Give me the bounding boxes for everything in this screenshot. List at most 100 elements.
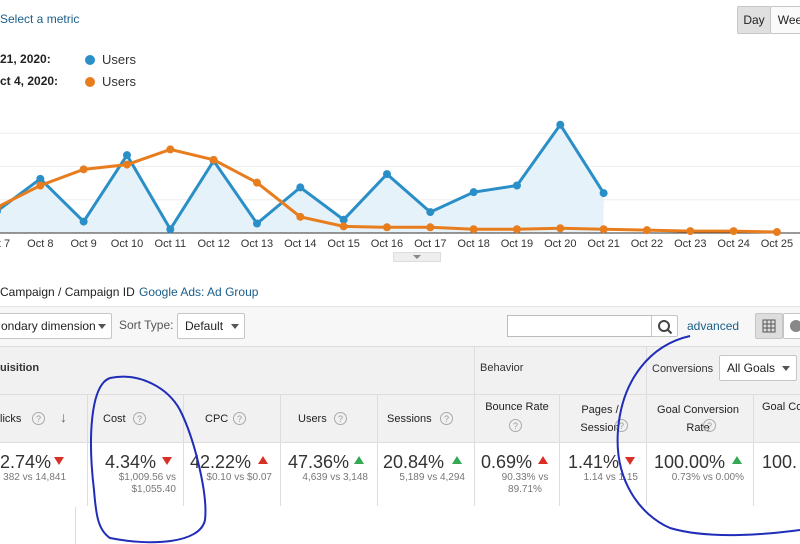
data-point <box>122 151 131 160</box>
x-axis-tick-label: Oct 20 <box>544 238 577 250</box>
row-divider <box>75 507 76 544</box>
col-header-goal-completions[interactable]: Goal Co <box>762 401 800 413</box>
series-area-fill <box>0 124 604 233</box>
legend-series-1: Users <box>102 52 136 67</box>
data-point <box>469 225 478 234</box>
trend-up-green-icon <box>354 456 364 464</box>
advanced-link[interactable]: advanced <box>687 319 740 333</box>
legend-date-1: 21, 2020: <box>0 52 51 66</box>
data-point <box>0 204 1 210</box>
sort-arrow-down-icon[interactable]: ↓ <box>60 409 67 425</box>
dropdown-arrow-icon <box>782 366 790 371</box>
trend-down-red-icon <box>625 457 635 465</box>
goals-select-value: All Goals <box>727 361 776 375</box>
group-header-row <box>0 346 800 395</box>
col-header-cost[interactable]: Cost <box>103 413 126 425</box>
help-icon[interactable]: ? <box>233 412 246 425</box>
trend-up-green-icon <box>732 456 742 464</box>
cpc-change: 42.22% <box>190 452 252 472</box>
data-point <box>426 208 435 217</box>
cpc-compare: $0.10 vs $0.07 <box>206 472 272 483</box>
x-axis-tick-label: Oct 13 <box>240 238 274 250</box>
col-header-cpc[interactable]: CPC <box>205 413 229 425</box>
data-point <box>252 178 261 187</box>
x-axis-tick-label: Oct 15 <box>327 238 360 250</box>
data-point <box>382 223 391 232</box>
data-point <box>296 212 305 221</box>
x-axis-tick-label: Oct 7 <box>0 238 11 250</box>
col-header-bounce-rate[interactable]: Bounce Rate <box>485 401 549 413</box>
col-header-pages-session[interactable]: Pages / Session <box>580 404 620 434</box>
goal-completions-change: 100. <box>762 452 798 472</box>
trend-down-red-icon <box>54 457 64 465</box>
goal-conversion-rate-compare: 0.73% vs 0.00% <box>671 472 744 483</box>
goals-select[interactable]: All Goals <box>719 355 797 381</box>
data-point <box>79 165 88 174</box>
x-axis-tick-label: Oct 11 <box>154 238 187 250</box>
data-point <box>686 227 695 236</box>
search-button[interactable] <box>651 315 678 337</box>
x-axis-tick-label: Oct 25 <box>760 238 794 250</box>
x-axis-tick-label: Oct 21 <box>587 238 620 250</box>
data-point <box>772 228 781 237</box>
data-point <box>599 189 608 198</box>
data-point <box>469 188 478 197</box>
data-point <box>556 224 565 233</box>
chart-resize-handle[interactable] <box>393 252 441 262</box>
search-icon <box>658 320 673 335</box>
clicks-compare: 382 vs 14,841 <box>3 472 66 483</box>
help-icon[interactable]: ? <box>509 419 522 432</box>
col-header-users[interactable]: Users <box>298 413 327 425</box>
select-metric-link[interactable]: Select a metric <box>0 12 80 26</box>
pages-session-change: 1.41% <box>568 452 620 472</box>
secondary-dimension-select[interactable]: ondary dimension <box>0 313 112 339</box>
help-icon[interactable]: ? <box>703 419 716 432</box>
data-point <box>36 174 45 183</box>
help-icon[interactable]: ? <box>32 412 45 425</box>
data-point <box>36 181 45 190</box>
legend-date-2: ct 4, 2020: <box>0 74 59 88</box>
sort-type-select[interactable]: Default <box>177 313 245 339</box>
x-axis-tick-label: Oct 12 <box>197 238 230 250</box>
group-divider-conversions <box>646 346 647 506</box>
legend-dot-blue <box>85 55 95 65</box>
legend-dot-orange <box>85 77 95 87</box>
col-header-goal-conversion-rate[interactable]: Goal Conversion Rate <box>657 404 739 434</box>
x-axis-tick-label: Oct 19 <box>500 238 534 250</box>
cost-change: 4.34% <box>105 452 157 472</box>
data-point <box>166 145 175 154</box>
secondary-dimension-value: ondary dimension <box>1 319 96 333</box>
trend-up-green-icon <box>452 456 462 464</box>
data-point <box>122 160 131 169</box>
group-divider-behavior <box>474 346 475 506</box>
help-icon[interactable]: ? <box>133 412 146 425</box>
data-point <box>0 208 1 214</box>
users-compare: 4,639 vs 3,148 <box>302 472 368 483</box>
data-point <box>79 217 88 226</box>
data-point <box>512 225 521 234</box>
help-icon[interactable]: ? <box>334 412 347 425</box>
secondary-dimension-link[interactable]: Google Ads: Ad Group <box>139 285 259 299</box>
data-point <box>729 227 738 236</box>
conversions-group-label: Conversions <box>652 363 714 375</box>
chevron-down-icon <box>413 255 421 259</box>
col-header-clicks[interactable]: licks <box>0 413 22 425</box>
table-view-button[interactable] <box>755 313 783 339</box>
help-icon[interactable]: ? <box>615 419 628 432</box>
sort-type-value: Default <box>185 319 224 333</box>
data-point <box>339 222 348 231</box>
help-icon[interactable]: ? <box>440 412 453 425</box>
x-axis-tick-label: Oct 10 <box>110 238 144 250</box>
grid-icon <box>762 319 776 333</box>
pages-session-compare: 1.14 vs 1.15 <box>583 472 638 483</box>
col-header-sessions[interactable]: Sessions <box>387 413 432 425</box>
pie-view-button[interactable] <box>783 313 800 339</box>
clicks-change: 2.74% <box>0 452 52 472</box>
x-axis-tick-label: Oct 18 <box>457 238 490 250</box>
x-axis-tick-label: Oct 22 <box>630 238 664 250</box>
legend-series-2: Users <box>102 74 136 89</box>
week-button[interactable]: Wee <box>770 6 800 34</box>
primary-dimension-tab[interactable]: Campaign / Campaign ID <box>0 285 135 299</box>
data-point <box>599 225 608 234</box>
